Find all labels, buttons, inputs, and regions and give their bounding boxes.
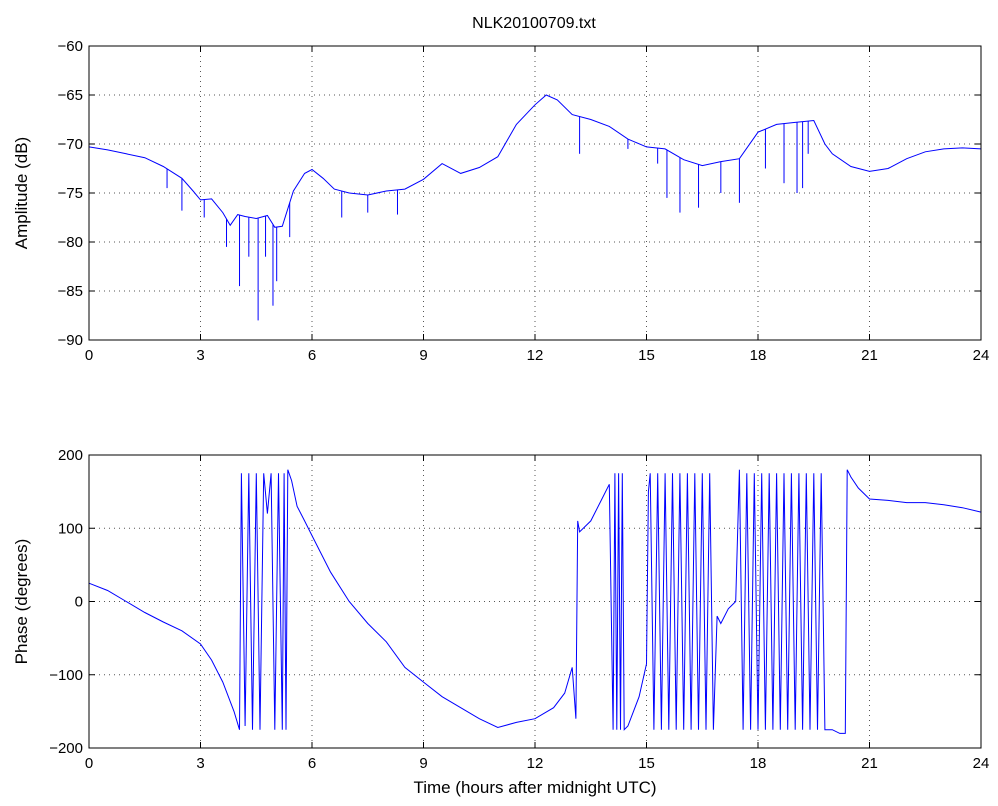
amplitude-ytick-label: −70 [58, 136, 83, 153]
phase-xtick-label: 9 [419, 755, 427, 772]
phase-ytick-label: −200 [49, 740, 83, 757]
phase-xtick-label: 21 [861, 755, 878, 772]
amplitude-xtick-label: 12 [527, 347, 544, 364]
amplitude-ytick-label: −85 [58, 283, 83, 300]
phase-xtick-label: 24 [973, 755, 990, 772]
phase-series-line-0 [88, 469, 982, 734]
phase-ytick-label: 0 [75, 594, 83, 611]
phase-ytick-label: 100 [58, 520, 83, 537]
amplitude-xtick-label: 6 [308, 347, 316, 364]
amplitude-xtick-label: 24 [973, 347, 990, 364]
amplitude-xtick-label: 0 [85, 347, 93, 364]
phase-y-axis-label: Phase (degrees) [12, 539, 31, 665]
phase-ytick-label: 200 [58, 447, 83, 464]
phase-xtick-label: 0 [85, 755, 93, 772]
phase-xtick-label: 18 [750, 755, 767, 772]
amplitude-series-line-0 [88, 94, 982, 228]
phase-xtick-label: 12 [527, 755, 544, 772]
chart-title: NLK20100709.txt [472, 15, 596, 32]
amplitude-ytick-label: −75 [58, 185, 83, 202]
amplitude-xtick-label: 15 [638, 347, 655, 364]
amplitude-ytick-label: −60 [58, 38, 83, 55]
amplitude-panel: 0 3 6 9 12 15 18 21 24 −90 −85 −80 −75 −70 −65 −60 Ampli… [12, 38, 989, 364]
amplitude-xtick-label: 18 [750, 347, 767, 364]
amplitude-xtick-label: 21 [861, 347, 878, 364]
phase-xtick-label: 6 [308, 755, 316, 772]
amplitude-y-axis-label: Amplitude (dB) [12, 137, 31, 249]
amplitude-ytick-label: −90 [58, 332, 83, 349]
amplitude-ytick-label: −65 [58, 87, 83, 104]
phase-xtick-label: 3 [196, 755, 204, 772]
amplitude-xtick-label: 3 [196, 347, 204, 364]
phase-xtick-label: 15 [638, 755, 655, 772]
phase-ytick-label: −100 [49, 667, 83, 684]
phase-panel: 0 3 6 9 12 15 18 21 24 −200 −100 0 100 200 Phase (degr… [12, 447, 989, 797]
amplitude-xtick-label: 9 [419, 347, 427, 364]
amplitude-ytick-label: −80 [58, 234, 83, 251]
phase-x-axis-label: Time (hours after midnight UTC) [413, 778, 656, 797]
